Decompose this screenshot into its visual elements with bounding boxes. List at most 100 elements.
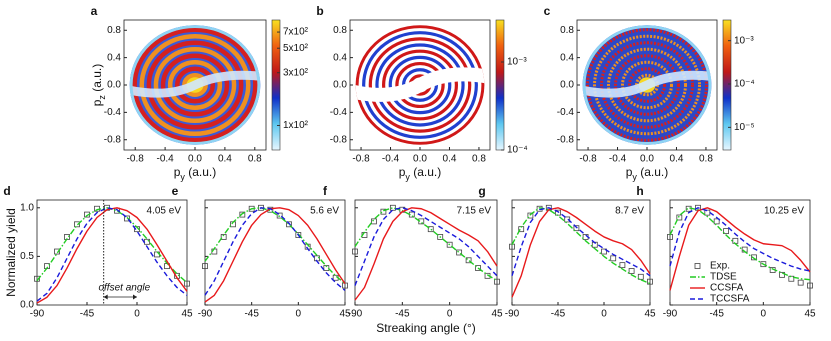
energy-label: 4.05 eV bbox=[147, 206, 182, 217]
x-tick-label: -0.8 bbox=[352, 154, 370, 165]
heatmap-ring bbox=[607, 47, 687, 123]
panel-c: 10⁻³ 10⁻⁴ 10⁻⁵ -0.8 -0.4 0.0 0.4 0.8 0.8 0.4 0.0 -0… bbox=[557, 19, 755, 165]
data-point bbox=[723, 228, 729, 235]
data-point bbox=[54, 248, 60, 255]
energy-label: 7.15 eV bbox=[457, 206, 492, 217]
y-axis-label: pz (a.u.) bbox=[90, 64, 107, 107]
data-point bbox=[494, 278, 500, 285]
heatmap-ring bbox=[160, 53, 230, 117]
x-tick-label: -45 bbox=[709, 309, 724, 320]
colorbar-tick-label: 7x10² bbox=[283, 27, 309, 38]
x-axis-label: Streaking angle (°) bbox=[376, 321, 476, 335]
x-axis-label-part: (a.u.) bbox=[410, 165, 441, 179]
x-tick-label: 0 bbox=[447, 309, 453, 320]
x-tick-label: -90 bbox=[348, 309, 363, 320]
x-tick-label: 0.0 bbox=[640, 154, 654, 165]
y-tick-label: 0.0 bbox=[333, 80, 347, 91]
data-point bbox=[220, 234, 227, 240]
panel-letter: a bbox=[91, 4, 98, 18]
x-tick-label: 0.4 bbox=[218, 154, 232, 165]
x-tick-label: -0.4 bbox=[382, 154, 400, 165]
data-point bbox=[34, 275, 40, 282]
energy-label: 10.25 eV bbox=[764, 206, 804, 217]
heatmap-ring bbox=[167, 60, 223, 110]
colorbar bbox=[495, 19, 505, 151]
data-point bbox=[380, 208, 387, 215]
colorbar bbox=[271, 19, 281, 151]
panel-letter: c bbox=[544, 4, 551, 18]
panel-letter: e bbox=[172, 184, 179, 198]
colorbar-tick-label: 10⁻⁴ bbox=[734, 79, 755, 90]
x-axis-label-part: y bbox=[180, 172, 185, 182]
x-tick-label: 45 bbox=[181, 309, 193, 320]
heatmap-ring bbox=[362, 31, 478, 139]
data-point bbox=[601, 248, 607, 255]
data-point bbox=[465, 257, 472, 264]
heatmap-ring bbox=[368, 37, 472, 133]
y-tick-label: 0.0 bbox=[20, 300, 34, 311]
data-point bbox=[437, 234, 444, 240]
series-line bbox=[354, 207, 498, 282]
legend-label: TCCSFA bbox=[710, 294, 750, 305]
x-tick-label: 0 bbox=[761, 309, 767, 320]
heatmap-ring bbox=[600, 41, 694, 129]
panel-letter: g bbox=[478, 184, 485, 198]
x-tick-label: 0 bbox=[601, 309, 607, 320]
heatmap-edge bbox=[582, 25, 712, 145]
heatmap-ring bbox=[382, 49, 459, 121]
y-tick-label: 0.8 bbox=[107, 25, 121, 36]
heatmap-ring bbox=[628, 67, 666, 103]
series-line bbox=[354, 207, 498, 286]
heatmap-ring bbox=[139, 34, 251, 136]
data-point bbox=[564, 216, 571, 223]
data-point bbox=[628, 268, 635, 274]
x-tick-label: 0 bbox=[134, 309, 140, 320]
heatmap-ring bbox=[388, 55, 452, 115]
data-point bbox=[124, 215, 130, 222]
series-line bbox=[204, 207, 346, 303]
y-tick-label: 0.0 bbox=[560, 80, 574, 91]
colorbar bbox=[722, 19, 732, 151]
heatmap-ring bbox=[375, 43, 465, 127]
panel-letter: d bbox=[3, 184, 10, 198]
series-line bbox=[354, 207, 498, 301]
y-tick-label: -0.4 bbox=[557, 107, 575, 118]
x-tick-label: -45 bbox=[395, 309, 410, 320]
y-tick-label: 0.0 bbox=[107, 80, 121, 91]
heatmap-ring bbox=[614, 54, 680, 116]
x-tick-label: 0 bbox=[296, 309, 302, 320]
colorbar-tick-label: 10⁻³ bbox=[734, 35, 754, 46]
heatmap-ring bbox=[175, 66, 215, 104]
y-tick-label: -0.8 bbox=[557, 134, 575, 145]
heatmap-edge bbox=[129, 25, 261, 145]
data-point bbox=[276, 212, 283, 219]
x-tick-label: 0.8 bbox=[472, 154, 486, 165]
colorbar-tick-label: 10⁻⁵ bbox=[734, 122, 755, 133]
plot-frame bbox=[354, 199, 498, 306]
legend-label: CCSFA bbox=[710, 283, 744, 294]
data-point bbox=[676, 214, 683, 221]
series-line bbox=[511, 207, 651, 277]
legend-label: Exp. bbox=[710, 261, 730, 272]
x-axis-label-part: y bbox=[632, 172, 637, 182]
y-tick-label: -0.8 bbox=[330, 134, 348, 145]
data-point bbox=[788, 275, 795, 282]
x-tick-label: 45 bbox=[491, 309, 503, 320]
data-point bbox=[732, 237, 739, 244]
x-axis-label: py (a.u.) bbox=[626, 165, 669, 182]
data-point bbox=[647, 278, 653, 285]
series-line bbox=[669, 207, 811, 291]
y-tick-label: 0.4 bbox=[560, 52, 574, 63]
panel-b: 10⁻³ 10⁻⁴ -0.8 -0.4 0.0 0.4 0.8 0.8 0.4 0.0 -0.4 -0… bbox=[330, 19, 528, 165]
panel-f: -90 -45 0 45 7.15 eV bbox=[348, 199, 503, 320]
x-tick-label: 0.0 bbox=[413, 154, 427, 165]
x-tick-label: -90 bbox=[198, 309, 213, 320]
heatmap-image bbox=[355, 25, 485, 145]
y-axis-label-part: z bbox=[97, 95, 107, 100]
data-point bbox=[184, 280, 190, 287]
panel-g: -90 -45 0 45 8.7 eV bbox=[505, 199, 656, 320]
y-tick-label: 0.5 bbox=[20, 251, 34, 262]
x-tick-label: 45 bbox=[339, 309, 351, 320]
